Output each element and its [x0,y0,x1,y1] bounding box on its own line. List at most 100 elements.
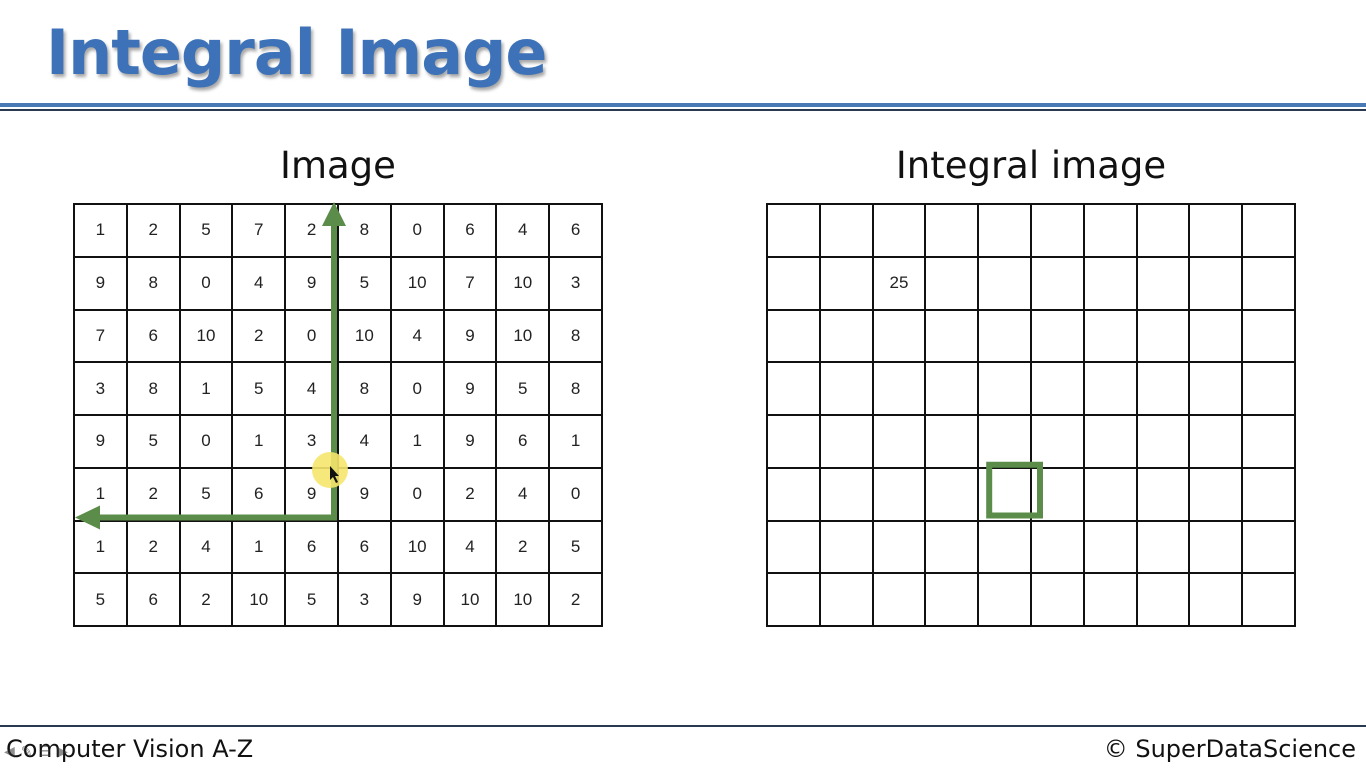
image-cell: 7 [75,310,128,364]
integral-cell [873,416,927,469]
image-cell: 1 [75,468,128,522]
integral-cell [1190,257,1244,311]
integral-cell [1084,416,1138,469]
integral-cell [1190,574,1244,627]
image-cell: 8 [338,363,392,416]
integral-cell [1137,205,1191,258]
integral-cell [1084,521,1138,575]
integral-cell [1243,205,1296,258]
integral-cell [1137,468,1191,522]
title-divider [0,103,1366,107]
integral-cell [1084,468,1138,522]
integral-cell [1031,521,1085,575]
image-cell: 9 [391,574,445,627]
image-cell: 3 [550,257,603,311]
integral-cell [979,205,1032,258]
integral-cell [820,363,874,416]
image-cell: 6 [286,521,339,575]
integral-cell [926,521,980,575]
image-cell: 0 [550,468,603,522]
image-cell: 8 [127,363,181,416]
integral-cell [1031,416,1085,469]
integral-cell [1137,574,1191,627]
image-cell: 5 [75,574,128,627]
integral-cell [1084,574,1138,627]
image-cell: 1 [75,521,128,575]
integral-cell [768,468,821,522]
integral-cell [873,363,927,416]
integral-cell [820,468,874,522]
image-cell: 5 [180,205,234,258]
image-cell: 1 [180,363,234,416]
image-cell: 0 [391,205,445,258]
image-cell: 7 [233,205,287,258]
integral-cell [1031,468,1085,522]
image-cell: 8 [550,363,603,416]
integral-cell [768,416,821,469]
menu-icon[interactable]: ☰ [38,744,52,760]
integral-cell [1084,310,1138,364]
image-cell: 10 [391,257,445,311]
image-cell: 2 [286,205,339,258]
image-cell: 1 [233,521,287,575]
integral-cell [768,205,821,258]
image-cell: 4 [497,468,551,522]
integral-cell [1084,257,1138,311]
image-cell: 9 [286,468,339,522]
image-cell: 0 [286,310,339,364]
image-cell: 10 [180,310,234,364]
image-cell: 6 [444,205,498,258]
integral-cell [1137,363,1191,416]
integral-cell [1084,363,1138,416]
image-cell: 2 [497,521,551,575]
prev-icon[interactable]: ◀ [4,744,15,760]
integral-cell [873,521,927,575]
integral-cell [1084,205,1138,258]
image-cell: 0 [391,363,445,416]
image-cell: 0 [391,468,445,522]
integral-cell [873,574,927,627]
image-cell: 10 [233,574,287,627]
integral-cell [1031,310,1085,364]
integral-cell [820,574,874,627]
image-cell: 10 [497,257,551,311]
image-cell: 2 [550,574,603,627]
image-cell: 2 [127,468,181,522]
image-cell: 6 [497,416,551,469]
image-cell: 1 [75,205,128,258]
image-cell: 6 [233,468,287,522]
pen-icon[interactable]: ✎ [20,744,33,760]
integral-cell [768,574,821,627]
integral-cell [979,468,1032,522]
player-controls: ◀ ✎ ☰ ▶ [4,744,68,760]
image-cell: 9 [338,468,392,522]
image-cell: 4 [286,363,339,416]
integral-cell [926,363,980,416]
image-cell: 5 [233,363,287,416]
image-cell: 10 [444,574,498,627]
slide-title: Integral Image [46,16,547,89]
integral-cell [926,574,980,627]
integral-cell [979,416,1032,469]
integral-cell [1137,521,1191,575]
integral-cell [979,310,1032,364]
integral-cell [1190,310,1244,364]
image-cell: 0 [180,257,234,311]
image-cell: 10 [497,574,551,627]
image-cell: 10 [497,310,551,364]
integral-panel-heading: Integral image [895,144,1167,187]
image-cell: 2 [127,205,181,258]
image-cell: 6 [127,310,181,364]
image-cell: 9 [75,416,128,469]
image-cell: 3 [75,363,128,416]
image-cell: 2 [180,574,234,627]
image-cell: 8 [550,310,603,364]
image-cell: 6 [338,521,392,575]
course-name: Computer Vision A-Z [6,735,254,763]
integral-cell [1031,574,1085,627]
image-cell: 5 [180,468,234,522]
image-cell: 9 [444,310,498,364]
footer-divider [0,725,1366,727]
integral-cell [820,416,874,469]
next-icon[interactable]: ▶ [57,744,68,760]
